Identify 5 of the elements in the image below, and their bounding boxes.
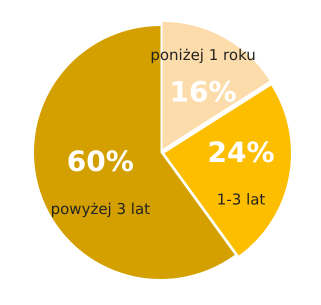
data-label: 24% <box>208 136 275 170</box>
data-label: 16% <box>170 75 237 108</box>
slice-label: powyżej 3 lat <box>50 200 150 218</box>
slice-label: 1-3 lat <box>216 190 266 209</box>
data-label: 60% <box>66 145 134 178</box>
